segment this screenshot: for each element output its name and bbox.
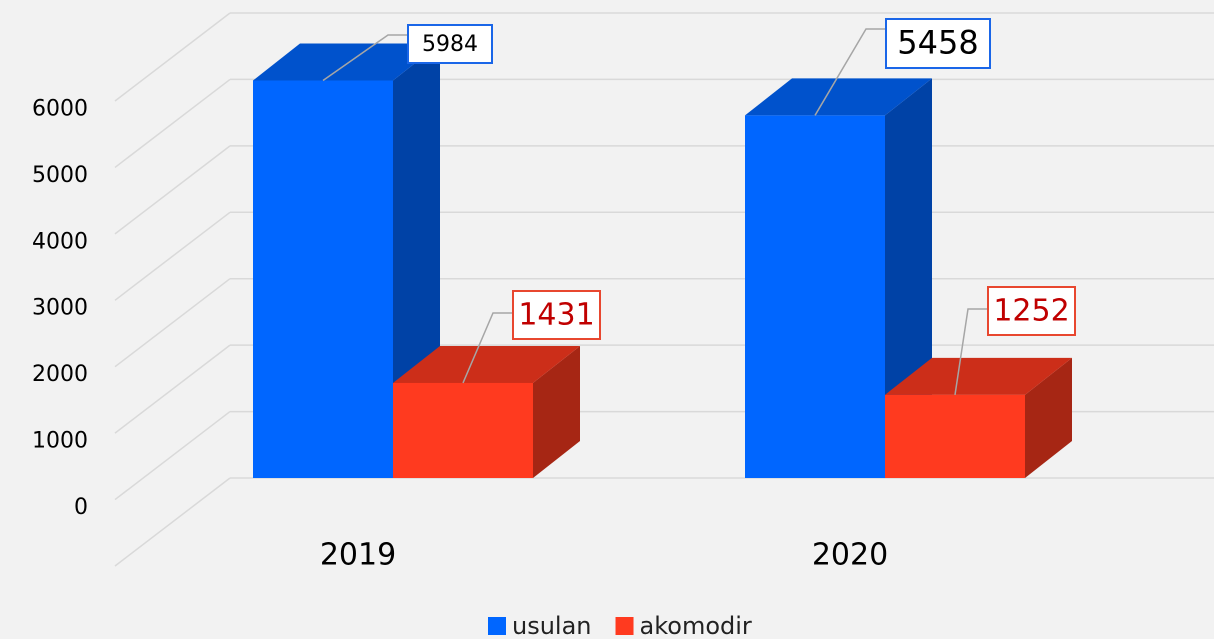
bar-top	[745, 78, 932, 116]
y-tick-label: 1000	[32, 429, 88, 454]
bar-top	[253, 43, 440, 81]
bar-top	[393, 345, 580, 383]
data-label-box	[885, 18, 991, 69]
legend-swatch	[615, 617, 634, 635]
bar	[885, 357, 1072, 478]
y-tick-label: 3000	[32, 296, 88, 321]
grid-line-side	[114, 344, 231, 434]
grid-line-side	[114, 78, 231, 169]
data-label-box	[407, 24, 493, 64]
grid-line-side	[114, 477, 231, 567]
bar	[393, 345, 580, 478]
leader-line	[954, 308, 988, 395]
leader-line	[462, 312, 513, 384]
x-tick-label: 2019	[320, 538, 396, 573]
leader-line	[814, 28, 886, 116]
bar-side	[533, 345, 580, 478]
grid-line-side	[114, 211, 231, 301]
data-label: 1252	[993, 294, 1069, 329]
grid-line-side	[114, 278, 231, 368]
data-label-box	[987, 286, 1076, 336]
legend-swatch	[488, 617, 506, 635]
bar-top	[885, 357, 1072, 395]
grid-line-side	[114, 410, 231, 501]
bar-front	[393, 382, 533, 478]
y-tick-label: 2000	[32, 362, 88, 387]
y-tick-label: 5000	[32, 163, 88, 188]
legend-label: akomodir	[640, 612, 752, 639]
data-label-box	[512, 290, 601, 340]
y-tick-label: 4000	[32, 229, 88, 254]
y-tick-label: 0	[74, 495, 88, 520]
bar	[253, 43, 440, 479]
legend-label: usulan	[512, 612, 592, 639]
bar-front	[253, 80, 393, 479]
data-label: 5458	[897, 24, 978, 62]
x-tick-label: 2020	[812, 538, 888, 573]
bar-side	[1025, 357, 1072, 478]
grid-line-side	[114, 145, 231, 235]
data-label: 1431	[518, 298, 594, 333]
leader-line	[322, 34, 408, 82]
y-tick-label: 6000	[32, 96, 88, 121]
back-wall-top-diag	[114, 12, 231, 102]
bar-front	[745, 115, 885, 478]
data-label: 5984	[422, 32, 478, 57]
bar-front	[885, 394, 1025, 478]
